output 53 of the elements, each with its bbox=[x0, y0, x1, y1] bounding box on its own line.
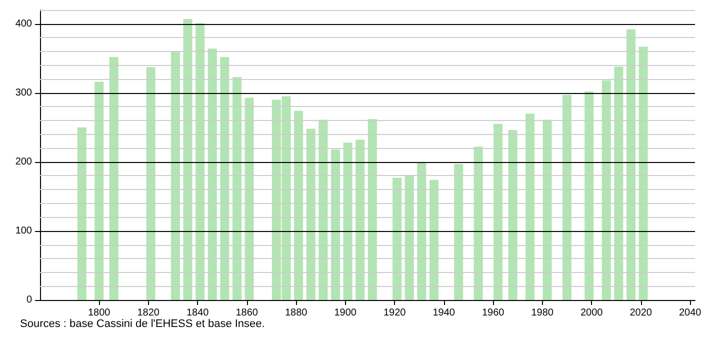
bar bbox=[614, 66, 624, 300]
y-tick-label: 400 bbox=[15, 18, 32, 30]
bar bbox=[454, 164, 464, 300]
bar bbox=[542, 120, 552, 300]
bar bbox=[196, 23, 205, 300]
bar bbox=[220, 56, 230, 300]
bar bbox=[429, 180, 438, 300]
x-tick-label: 1920 bbox=[383, 308, 406, 318]
y-tick-label: 0 bbox=[26, 294, 32, 306]
x-tick-label: 2020 bbox=[630, 308, 652, 318]
bar bbox=[638, 46, 648, 300]
bar bbox=[562, 94, 572, 300]
bar bbox=[356, 140, 365, 300]
bar bbox=[208, 48, 217, 300]
bar bbox=[330, 149, 340, 300]
x-tick-label: 2000 bbox=[580, 308, 604, 318]
bar bbox=[474, 146, 483, 300]
bar bbox=[109, 56, 118, 300]
bar bbox=[404, 175, 414, 300]
y-tick-label: 200 bbox=[15, 156, 32, 168]
x-tick-label: 1800 bbox=[88, 308, 111, 318]
bar bbox=[368, 119, 377, 300]
bar bbox=[526, 114, 535, 300]
x-tick-label: 1860 bbox=[236, 308, 258, 318]
bar bbox=[77, 127, 86, 300]
source-note: Sources : base Cassini de l'EHESS et base Insee. bbox=[19, 318, 266, 330]
x-tick-label: 1820 bbox=[137, 308, 160, 318]
bar bbox=[183, 18, 192, 300]
bar bbox=[494, 124, 503, 300]
x-tick-label: 2040 bbox=[678, 308, 702, 318]
bar bbox=[294, 110, 304, 300]
bar bbox=[508, 130, 518, 300]
bar bbox=[146, 67, 156, 300]
x-tick-label: 1900 bbox=[334, 308, 357, 318]
x-tick-label: 1980 bbox=[531, 308, 554, 318]
bar bbox=[417, 162, 426, 300]
x-tick-label: 1840 bbox=[186, 308, 210, 318]
bar bbox=[392, 178, 402, 300]
bar bbox=[94, 82, 104, 300]
bar bbox=[244, 98, 254, 300]
bar bbox=[343, 142, 352, 300]
y-tick-label: 100 bbox=[15, 225, 32, 236]
bar bbox=[584, 91, 594, 300]
bar bbox=[306, 128, 316, 300]
bar bbox=[626, 29, 636, 300]
y-tick-label: 300 bbox=[15, 87, 32, 98]
bar bbox=[602, 80, 611, 300]
bar bbox=[170, 51, 180, 300]
x-tick-label: 1940 bbox=[432, 308, 456, 318]
x-tick-label: 1880 bbox=[284, 308, 308, 318]
bar bbox=[318, 120, 328, 300]
x-tick-label: 1960 bbox=[482, 308, 505, 318]
bar bbox=[232, 76, 242, 300]
